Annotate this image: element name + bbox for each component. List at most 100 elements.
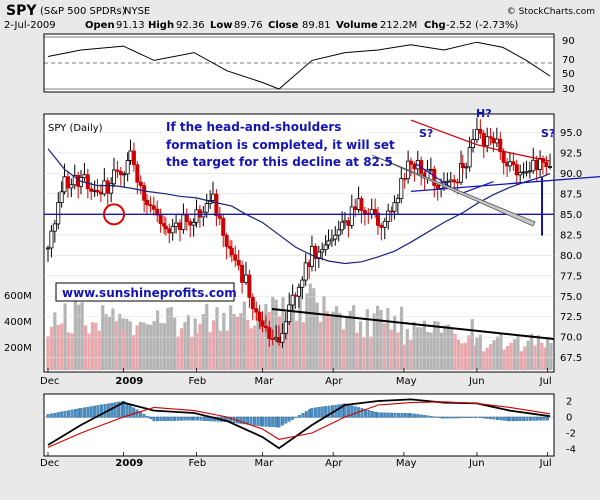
candle-body [452,179,457,183]
macd-histogram-bar [173,416,177,421]
volume-bar [460,343,464,370]
volume-bar [426,331,430,370]
macd-histogram-bar [152,416,156,422]
candle-body [224,234,229,247]
volume-bar [446,324,450,370]
volume-bar [201,313,205,370]
volume-bar [208,332,212,370]
volume-bar [149,324,153,370]
x-tick-label: Apr [325,458,343,469]
volume-bar [341,329,346,370]
volume-bar [382,323,387,370]
candle-body [191,221,196,226]
candle-body [82,174,87,179]
macd-histogram-bar [271,416,275,427]
macd-histogram-bar [139,411,142,418]
candle-body [548,166,553,168]
macd-histogram-bar [419,414,423,418]
volume-bar [365,309,369,370]
macd-histogram-bar [291,416,295,420]
x-tick-label: Feb [188,458,206,469]
volume-bar [358,321,363,370]
macd-histogram-bar [49,413,53,418]
volume-bar [66,332,71,370]
candle-body [89,188,94,192]
volume-bar [111,308,115,370]
ticker-symbol: SPY [6,3,37,19]
rsi-tick-label: 70 [562,55,575,66]
candle-body [102,180,107,195]
high-value: 92.36 [176,20,205,31]
volume-bar [379,310,383,370]
candle-body [464,166,469,169]
macd-layer [44,398,554,450]
volume-bar [132,335,136,370]
volume-bar [536,335,541,370]
candle-body [402,178,407,180]
rsi-line [47,41,551,90]
candle-body [111,169,116,185]
trend-drawings [44,154,600,340]
volume-bar [485,347,489,370]
volume-bar [252,325,257,370]
macd-histogram-bar [253,416,256,426]
volume-bar [83,325,88,370]
volume-bar [393,315,397,370]
volume-bar [183,322,187,370]
candle-body [56,202,61,225]
macd-histogram-bar [539,416,543,421]
macd-histogram-bar [522,416,526,421]
x-tick-label: Mar [254,458,274,469]
website-link[interactable]: www.sunshineprofits.com [62,286,237,300]
macd-histogram-bar [525,416,529,421]
macd-histogram-bar [183,416,187,421]
volume-bar [402,344,406,370]
candle-body [359,198,364,211]
macd-histogram-bar [518,416,522,421]
volume-bar [173,317,177,370]
volume-bar [453,333,457,370]
candle-body [128,150,133,161]
volume-bar [375,305,380,370]
candle-body [257,311,262,322]
candle-layer [46,117,553,348]
volume-bar [295,320,299,370]
macd-histogram-bar [492,416,496,420]
candle-body [170,226,175,234]
volume-bar [63,303,67,370]
volume-bar [135,325,139,370]
volume-bar [229,305,233,370]
volume-bar [315,302,319,370]
macd-histogram-bar [294,416,298,418]
volume-bar [399,306,404,370]
volume-tick-label: 400M [4,317,32,328]
macd-histogram-bar [196,416,199,421]
x-tick-label: May [396,376,417,387]
macd-histogram-bar [298,415,301,418]
macd-histogram-bar [409,413,413,418]
volume-bar [489,344,493,370]
macd-histogram-bar [426,415,430,418]
volume-bar [506,346,510,370]
volume-bar [152,321,156,370]
volume-bar [546,338,550,370]
volume-bar [502,349,506,370]
volume-bar [422,320,426,370]
macd-histogram-bar [79,408,83,418]
macd-histogram-bar [442,416,446,419]
volume-bar [372,313,376,370]
macd-histogram-bar [301,413,305,418]
quote-date: 2-Jul-2009 [4,20,56,31]
macd-histogram-bar [485,416,489,419]
volume-bar [338,312,342,370]
volume-bar [260,321,265,370]
macd-histogram-bar [390,412,394,418]
macd-histogram-bar [397,412,400,418]
volume-bar [345,318,349,370]
macd-histogram-bar [280,416,284,426]
candle-body [287,304,292,323]
candle-body [131,150,136,166]
volume-bar [239,313,243,370]
candle-body [148,204,153,207]
volume-bar [495,336,500,370]
